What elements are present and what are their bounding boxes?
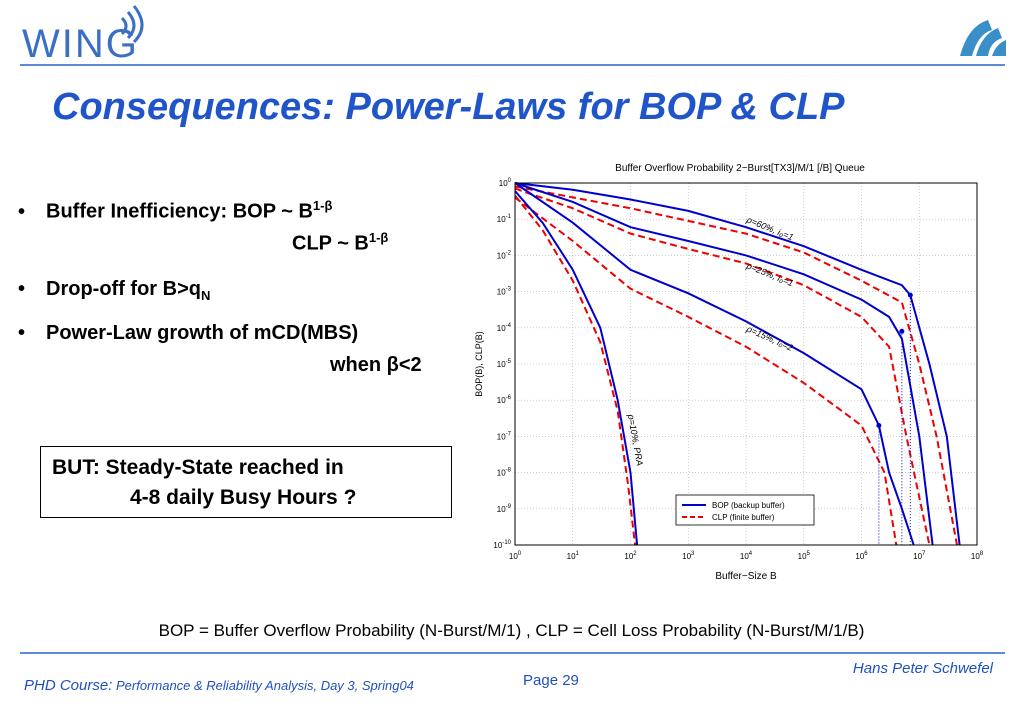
bullet-power-law-growth: • Power-Law growth of mCD(MBS)	[18, 322, 358, 345]
bop-series-line	[514, 182, 961, 546]
x-tick-label: 100	[509, 551, 522, 561]
callout-line-1: BUT: Steady-State reached in	[52, 456, 344, 479]
y-tick-label: 10-3	[497, 287, 512, 297]
page-number: Page 29	[523, 672, 579, 689]
x-tick-label: 104	[740, 551, 753, 561]
bop-series-line	[514, 190, 639, 546]
x-tick-label: 107	[913, 551, 926, 561]
bop-series-line	[514, 182, 915, 546]
curve-annotation: ρ=15%, i₀=2	[744, 323, 794, 353]
y-tick-label: 10-7	[497, 431, 512, 441]
clp-series-line	[514, 187, 931, 546]
y-tick-label: 10-4	[497, 323, 512, 333]
chart-grid	[515, 183, 977, 545]
legend-box	[675, 494, 815, 526]
chart-title: Buffer Overflow Probability 2−Burst[TX3]…	[615, 163, 865, 174]
bullet-exponent: 1-β	[368, 230, 389, 245]
marker-point	[899, 328, 905, 334]
wifi-waves-icon	[120, 5, 144, 44]
author: Hans Peter Schwefel	[852, 660, 993, 677]
callout-box	[40, 446, 452, 518]
y-tick-label: 10-10	[493, 540, 511, 550]
course-detail: Performance & Reliability Analysis, Day …	[115, 678, 414, 693]
institution-logo-icon	[960, 20, 1006, 56]
marker-point	[876, 423, 882, 429]
course-info: PHD Course: Performance & Reliability An…	[24, 677, 414, 694]
bullet-clp-law: CLP ~ B1-β	[292, 230, 388, 256]
chart-annotations: ρ=60%, i₀=1ρ=25%, i₀=1ρ=15%, i₀=2ρ=10%, …	[626, 214, 795, 466]
curve-annotation: ρ=25%, i₀=1	[744, 260, 795, 288]
y-tick-label: 10-8	[497, 468, 512, 478]
bullet-text: when β<2	[330, 354, 422, 376]
bullet-text: CLP ~ B	[292, 232, 369, 255]
x-tick-label: 106	[855, 551, 868, 561]
bullet-exponent: 1-β	[312, 198, 333, 213]
bullet-buffer-inefficiency: • Buffer Inefficiency: BOP ~ B1-β	[18, 198, 332, 224]
bullet-marker: •	[18, 200, 26, 223]
callout-line-2: 4-8 daily Busy Hours ?	[130, 486, 357, 509]
legend-clp-label: CLP (finite buffer)	[712, 513, 775, 522]
clp-series-line	[514, 194, 637, 546]
chart-legend: BOP (backup buffer) CLP (finite buffer)	[675, 494, 815, 526]
x-axis-label: Buffer−Size B	[715, 571, 777, 582]
y-tick-label: 10-5	[497, 359, 512, 369]
y-tick-label: 10-2	[497, 250, 512, 260]
wing-logo: WING	[22, 22, 139, 66]
y-tick-label: 100	[499, 178, 512, 188]
bop-clp-chart: Buffer Overflow Probability 2−Burst[TX3]…	[474, 163, 984, 582]
bullet-condition: when β<2	[330, 354, 422, 377]
bullet-text: Buffer Inefficiency: BOP ~ B	[46, 200, 313, 223]
clp-series-line	[514, 196, 898, 546]
bullet-marker: •	[18, 278, 26, 300]
y-axis-label: BOP(B), CLP(B)	[474, 331, 484, 397]
bottom-divider	[20, 652, 1005, 654]
bullet-text: Power-Law growth of mCD(MBS)	[46, 322, 359, 344]
marker-point	[907, 292, 913, 298]
chart-series	[514, 182, 961, 546]
clp-series-line	[514, 185, 958, 546]
bullet-marker: •	[18, 322, 26, 344]
x-tick-label: 102	[624, 551, 637, 561]
x-tick-label: 105	[798, 551, 811, 561]
footnote: BOP = Buffer Overflow Probability (N-Bur…	[158, 621, 865, 640]
x-tick-label: 103	[682, 551, 695, 561]
plot-frame	[514, 182, 978, 546]
bullet-text: Drop-off for B>q	[46, 278, 201, 300]
x-tick-label: 108	[971, 551, 984, 561]
bullet-subscript: N	[200, 288, 211, 303]
legend-bop-label: BOP (backup buffer)	[712, 501, 785, 510]
y-tick-label: 10-1	[497, 214, 512, 224]
y-tick-label: 10-6	[497, 395, 512, 405]
chart-ticks: 100 101 102 103 104 105 106 107 108 100 10-1 10-2 10…	[493, 178, 983, 561]
bop-series-line	[514, 182, 934, 546]
x-tick-label: 101	[567, 551, 580, 561]
bullet-drop-off: • Drop-off for B>qN	[18, 278, 210, 303]
top-divider	[20, 64, 1005, 66]
slide-title: Consequences: Power-Laws for BOP & CLP	[52, 86, 845, 128]
course-label: PHD Course:	[24, 677, 113, 694]
y-tick-label: 10-9	[497, 504, 512, 514]
